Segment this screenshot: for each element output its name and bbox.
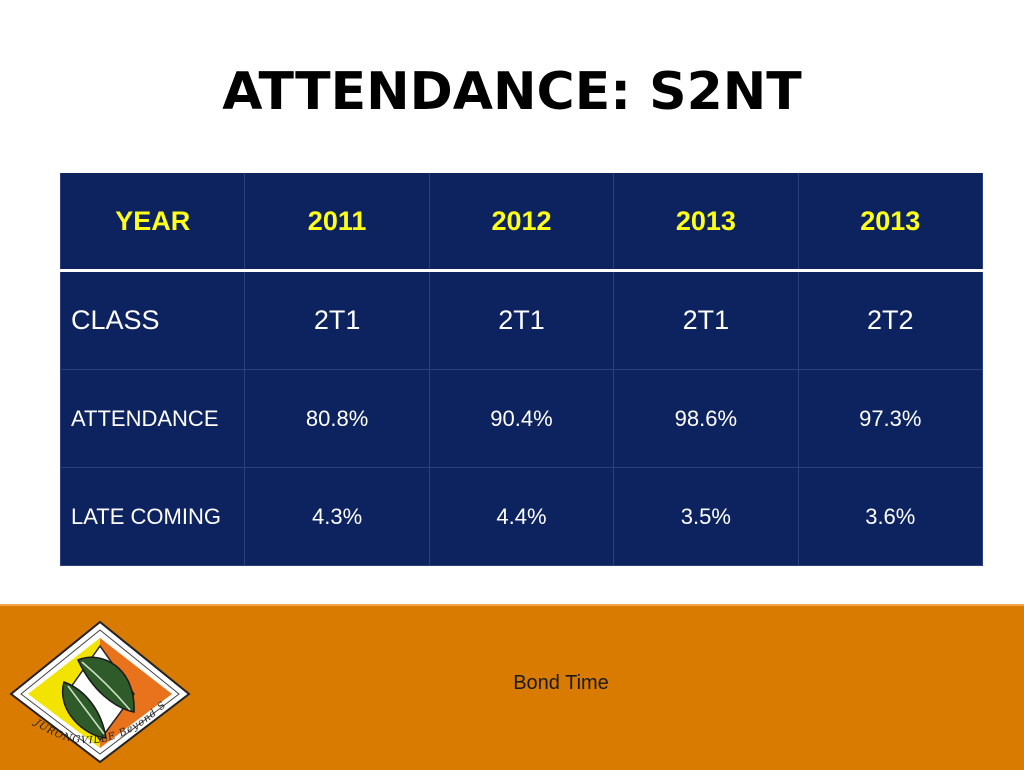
table-cell: 2T1 (428, 270, 615, 370)
table-cell: 98.6% (613, 369, 799, 468)
table-cell: 2T1 (244, 270, 430, 370)
table-row-attendance: ATTENDANCE 80.8% 90.4% 98.6% 97.3% (59, 369, 984, 468)
table-row-late-coming: LATE COMING 4.3% 4.4% 3.5% 3.6% (59, 467, 984, 566)
slide-title: ATTENDANCE: S2NT (222, 62, 802, 122)
table-cell: 80.8% (244, 369, 430, 468)
row-label: CLASS (59, 270, 246, 370)
attendance-table: YEAR 2011 2012 2013 2013 CLASS 2T1 2T1 2… (59, 173, 984, 566)
header-cell-2013-a: 2013 (613, 173, 799, 272)
table-cell: 97.3% (797, 369, 984, 468)
header-cell-2011: 2011 (244, 173, 430, 272)
table-cell: 2T1 (613, 270, 799, 370)
table-cell: 90.4% (428, 369, 615, 468)
table-cell: 4.3% (244, 467, 430, 566)
table-row-class: CLASS 2T1 2T1 2T1 2T2 (59, 270, 984, 370)
header-cell-year: YEAR (59, 173, 246, 272)
table-header-row: YEAR 2011 2012 2013 2013 (59, 173, 984, 272)
table-cell: 3.6% (797, 467, 984, 566)
row-label: LATE COMING (59, 467, 246, 566)
table-cell: 3.5% (613, 467, 799, 566)
header-cell-2012: 2012 (428, 173, 615, 272)
row-label: ATTENDANCE (59, 369, 246, 468)
header-cell-2013-b: 2013 (797, 173, 984, 272)
table-cell: 4.4% (428, 467, 615, 566)
leaf-diamond-logo-icon: JURONGVILLE Beyond Self (3, 612, 191, 764)
table-cell: 2T2 (797, 270, 984, 370)
footer-label: Bond Time (513, 672, 609, 694)
